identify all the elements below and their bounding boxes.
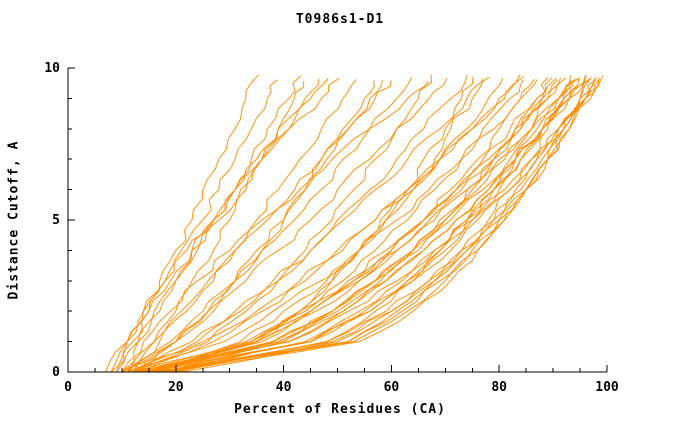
series-line bbox=[164, 74, 587, 373]
series-line bbox=[154, 79, 596, 373]
y-tick-label: 10 bbox=[44, 61, 60, 76]
series-line bbox=[159, 80, 574, 373]
series-line bbox=[110, 78, 329, 373]
series-line bbox=[148, 77, 566, 373]
series-line bbox=[143, 80, 586, 373]
series-line bbox=[121, 80, 430, 373]
series-line bbox=[121, 77, 413, 373]
series-line bbox=[148, 78, 595, 373]
series-line bbox=[181, 76, 598, 373]
series-line bbox=[137, 78, 448, 373]
x-tick-label: 20 bbox=[168, 380, 184, 395]
series-line bbox=[148, 77, 557, 373]
series-line bbox=[148, 77, 504, 373]
series-line bbox=[143, 78, 576, 373]
series-line bbox=[154, 80, 572, 373]
series-line bbox=[132, 79, 357, 373]
chart-title: T0986s1-D1 bbox=[295, 12, 385, 27]
series-line bbox=[105, 74, 259, 373]
x-tick-label: 60 bbox=[384, 380, 400, 395]
x-tick-label: 0 bbox=[64, 380, 72, 395]
x-tick-label: 40 bbox=[276, 380, 292, 395]
series-line bbox=[126, 78, 320, 373]
series-line bbox=[138, 75, 572, 373]
series-line bbox=[137, 80, 384, 373]
series-line bbox=[132, 74, 432, 373]
series-line bbox=[143, 79, 599, 373]
y-tick-label: 0 bbox=[52, 365, 60, 380]
y-tick-label: 5 bbox=[52, 213, 60, 228]
series-line bbox=[159, 79, 524, 373]
series-line bbox=[116, 79, 278, 373]
series-line bbox=[170, 79, 558, 373]
x-tick-label: 80 bbox=[491, 380, 507, 395]
series-line bbox=[132, 75, 586, 373]
series-line bbox=[127, 79, 538, 373]
x-axis-label: Percent of Residues (CA) bbox=[234, 402, 446, 417]
x-tick-label: 100 bbox=[595, 380, 619, 395]
series-line bbox=[121, 81, 305, 373]
series-line bbox=[132, 76, 490, 373]
series-line bbox=[121, 75, 525, 373]
y-axis-label: Distance Cutoff, A bbox=[6, 140, 22, 300]
series-line bbox=[154, 76, 474, 373]
series-line bbox=[127, 75, 468, 373]
